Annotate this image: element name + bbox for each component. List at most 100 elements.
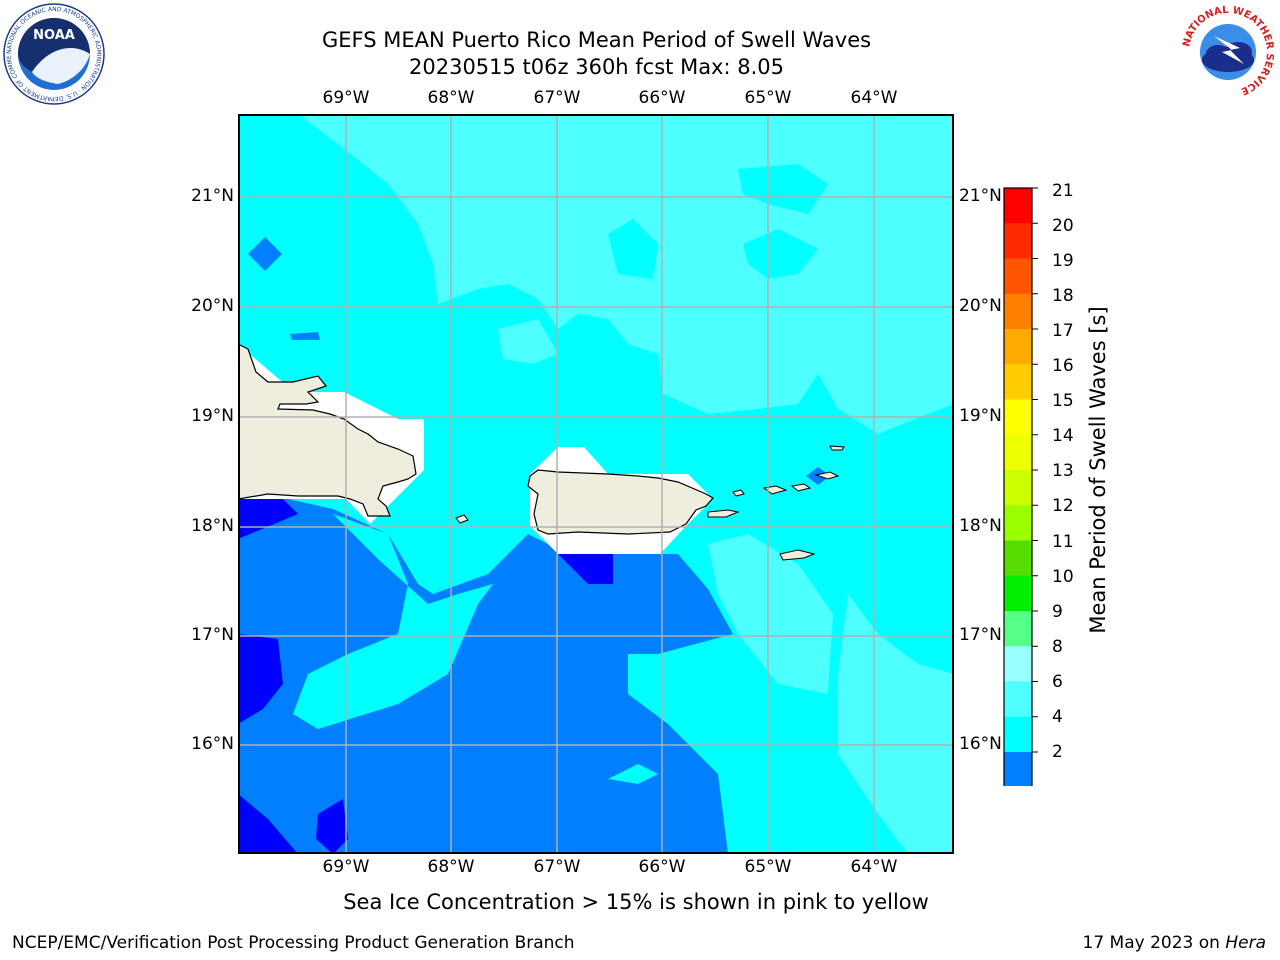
band-6-8-se xyxy=(838,594,954,854)
svg-text:NOAA: NOAA xyxy=(33,28,75,43)
anegada-island xyxy=(829,445,845,451)
band-below-2-west xyxy=(238,634,283,724)
colorbar-segment xyxy=(1004,611,1032,647)
colorbar-tick: 17 xyxy=(1052,321,1074,341)
colorbar-tick: 21 xyxy=(1052,181,1074,201)
lat-label-right: 20°N xyxy=(959,296,1002,316)
band-4-6-north xyxy=(608,219,658,279)
lon-label-top: 66°W xyxy=(638,88,686,108)
sea-ice-note: Sea Ice Concentration > 15% is shown in … xyxy=(343,890,929,914)
colorbar-tick: 10 xyxy=(1052,567,1074,587)
title-line-2: 20230515 t06z 360h fcst Max: 8.05 xyxy=(409,55,784,79)
st-croix-island xyxy=(779,549,816,561)
colorbar-frame xyxy=(1003,187,1033,786)
lon-label-top: 67°W xyxy=(533,88,581,108)
band-6-8-mid xyxy=(498,319,558,364)
colorbar-tick: 18 xyxy=(1052,286,1074,306)
colorbar-segment xyxy=(1004,399,1032,436)
machine-name: Hera xyxy=(1225,933,1266,953)
band-4-6-ne xyxy=(743,229,818,279)
colorbar-tick: 6 xyxy=(1052,672,1063,692)
band-6-8-patch xyxy=(708,534,833,694)
hispaniola-land xyxy=(238,343,417,517)
lon-label-bottom: 69°W xyxy=(322,857,370,877)
lat-label-right: 18°N xyxy=(959,516,1002,536)
colorbar-tick: 15 xyxy=(1052,391,1074,411)
band-below-2-pr xyxy=(558,554,613,584)
band-below-2-nw xyxy=(238,499,298,539)
branch-credit: NCEP/EMC/Verification Post Processing Pr… xyxy=(12,933,575,953)
band-below-2-sw xyxy=(238,794,298,854)
run-date-text: 17 May 2023 on xyxy=(1082,933,1220,953)
st-thomas-island xyxy=(732,489,745,497)
lon-label-top: 65°W xyxy=(744,88,792,108)
colorbar-tick: 12 xyxy=(1052,496,1074,516)
lat-label-left: 21°N xyxy=(191,186,234,206)
colorbar-segment xyxy=(1004,293,1032,330)
band-2-4-nw-spot xyxy=(248,237,282,271)
lat-label-right: 19°N xyxy=(959,406,1002,426)
band-4-6-south xyxy=(608,764,658,784)
colorbar-segment xyxy=(1004,681,1032,718)
lon-label-bottom: 66°W xyxy=(638,857,686,877)
lat-label-left: 17°N xyxy=(191,625,234,645)
colorbar-segment xyxy=(1004,258,1032,295)
lon-label-bottom: 64°W xyxy=(850,857,898,877)
colorbar-segment xyxy=(1004,329,1032,365)
colorbar-tick: 4 xyxy=(1052,707,1063,727)
lon-label-top: 64°W xyxy=(850,88,898,108)
gridlines xyxy=(238,114,954,854)
colorbar-tick: 9 xyxy=(1052,602,1063,622)
colorbar-segment xyxy=(1004,364,1032,400)
colorbar-segment xyxy=(1004,505,1032,541)
puerto-rico-land xyxy=(527,469,714,535)
colorbar-segment xyxy=(1004,716,1032,753)
band-4-6-ne2 xyxy=(738,164,828,214)
colorbar-segment xyxy=(1004,470,1032,506)
lon-label-bottom: 67°W xyxy=(533,857,581,877)
lon-label-top: 69°W xyxy=(322,88,370,108)
colorbar-label: Mean Period of Swell Waves [s] xyxy=(1086,306,1110,634)
colorbar-tick: 13 xyxy=(1052,461,1074,481)
lat-label-left: 16°N xyxy=(191,734,234,754)
lat-label-right: 17°N xyxy=(959,625,1002,645)
colorbar-tick: 11 xyxy=(1052,532,1074,552)
colorbar-segment xyxy=(1004,752,1032,786)
lat-label-right: 21°N xyxy=(959,186,1002,206)
colorbar-tick: 8 xyxy=(1052,637,1063,657)
st-john-island xyxy=(762,485,788,495)
band-below-2-south xyxy=(316,799,348,854)
lat-label-left: 18°N xyxy=(191,516,234,536)
title-line-1: GEFS MEAN Puerto Rico Mean Period of Swe… xyxy=(321,28,872,52)
noaa-logo: NATIONAL OCEANIC AND ATMOSPHERIC ADMINIS… xyxy=(2,2,105,105)
colorbar-tick: 2 xyxy=(1052,742,1063,762)
colorbar-tick: 16 xyxy=(1052,356,1074,376)
lon-label-bottom: 68°W xyxy=(427,857,475,877)
colorbar-segment xyxy=(1004,540,1032,577)
colorbar-segment xyxy=(1004,223,1032,259)
lat-label-left: 20°N xyxy=(191,296,234,316)
run-date: 17 May 2023 on Hera xyxy=(1083,933,1267,953)
map-frame xyxy=(238,114,954,854)
nws-logo: NATIONAL WEATHER SERVICE xyxy=(1181,5,1275,98)
mona-island xyxy=(455,514,469,524)
colorbar-segment xyxy=(1004,188,1032,224)
vieques-island xyxy=(707,509,740,518)
virgin-gorda-island xyxy=(814,471,840,480)
swell-period-map xyxy=(238,114,954,854)
colorbar-segment xyxy=(1004,646,1032,682)
colorbar-tick: 20 xyxy=(1052,216,1074,236)
band-4-6-in-2-4 xyxy=(293,514,493,729)
lat-label-right: 16°N xyxy=(959,734,1002,754)
colorbar xyxy=(1003,187,1038,786)
colorbar-tick: 14 xyxy=(1052,426,1074,446)
band-6-8-east xyxy=(858,264,954,374)
lat-label-left: 19°N xyxy=(191,406,234,426)
tortola-island xyxy=(790,483,812,492)
band-2-4-strip xyxy=(290,332,320,340)
lon-label-bottom: 65°W xyxy=(744,857,792,877)
colorbar-tick: 19 xyxy=(1052,251,1074,271)
lon-label-top: 68°W xyxy=(427,88,475,108)
colorbar-segment xyxy=(1004,575,1032,612)
colorbar-segment xyxy=(1004,434,1032,471)
